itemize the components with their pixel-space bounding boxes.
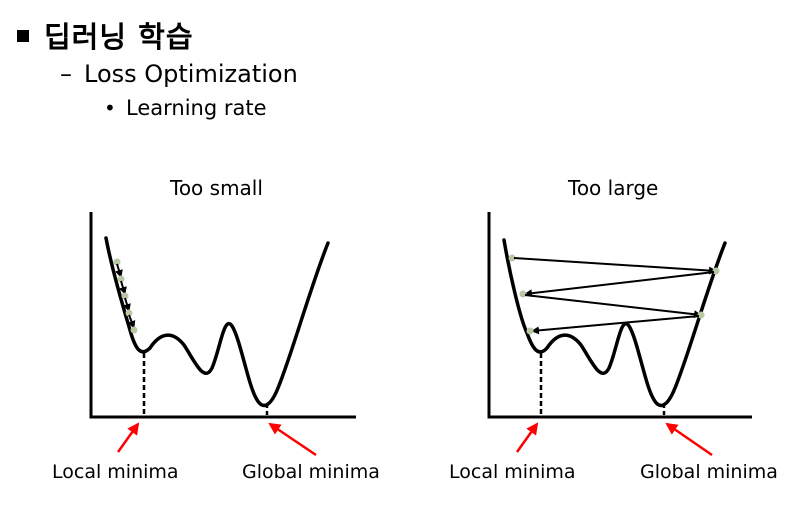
step-dot (113, 258, 121, 266)
step-dot (697, 311, 705, 319)
step-dot (712, 267, 720, 275)
right-loss-curve (502, 238, 727, 408)
right-local-pointer-arrow (515, 422, 539, 453)
left-panel (89, 212, 356, 457)
step-arrow (524, 294, 702, 319)
step-dot (125, 309, 133, 317)
step-dot (117, 275, 125, 283)
step-arrow (524, 271, 715, 298)
step-dot (508, 254, 516, 262)
right-panel (487, 212, 752, 457)
right-global-minima-label: Global minima (640, 461, 778, 483)
left-loss-curve (104, 236, 330, 408)
dot-bullet-icon: • (104, 96, 116, 120)
dash-bullet-icon: – (60, 60, 72, 88)
step-arrow (531, 315, 700, 335)
slide-subheading: Loss Optimization (84, 60, 298, 88)
left-local-pointer-arrow (116, 422, 140, 453)
right-global-pointer-arrow (665, 422, 713, 457)
step-arrow (115, 263, 123, 278)
step-dot (519, 290, 527, 298)
step-dot (526, 327, 534, 335)
step-arrow (119, 280, 127, 295)
left-global-minima-label: Global minima (242, 461, 380, 483)
left-axes (89, 212, 356, 419)
right-axes (487, 212, 752, 419)
slide-heading: 딥러닝 학습 (44, 20, 194, 54)
left-local-minima-label: Local minima (52, 461, 179, 483)
step-dot (121, 292, 129, 300)
square-bullet-icon (17, 30, 29, 42)
large-step-arrows (508, 254, 720, 335)
step-arrow (127, 314, 136, 329)
right-panel-title: Too large (568, 176, 659, 200)
left-panel-title: Too small (170, 176, 263, 200)
step-arrow (513, 257, 717, 275)
step-dot (130, 326, 138, 334)
right-local-minima-label: Local minima (449, 461, 576, 483)
small-step-arrows (113, 258, 138, 334)
step-arrow (123, 297, 131, 312)
slide-bullet-text: Learning rate (126, 96, 267, 120)
left-global-pointer-arrow (268, 422, 317, 457)
